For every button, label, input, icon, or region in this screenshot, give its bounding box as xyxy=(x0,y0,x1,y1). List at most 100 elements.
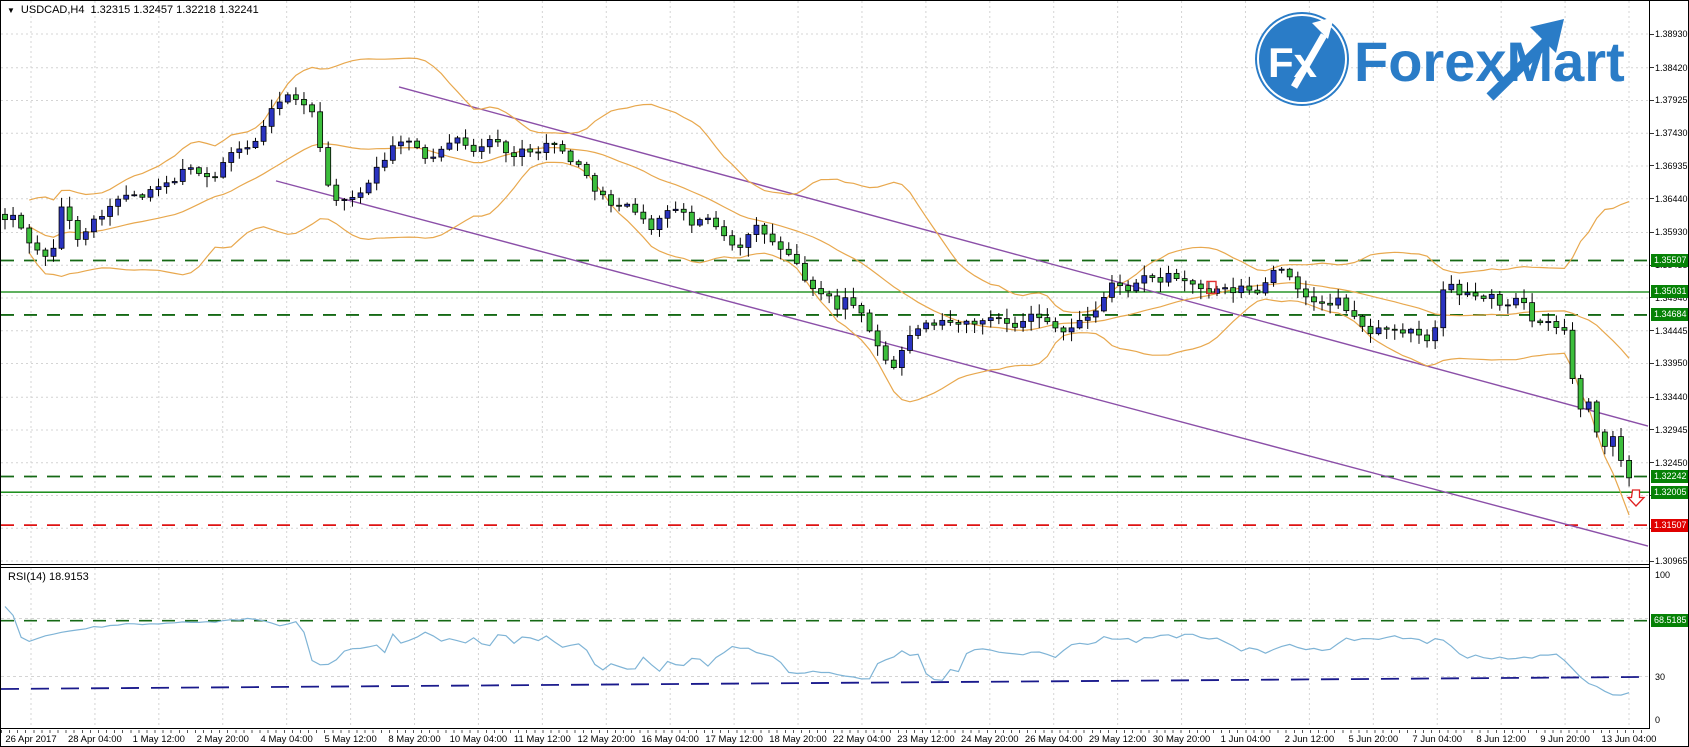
candle xyxy=(1448,283,1455,291)
candle xyxy=(1399,329,1406,334)
candle xyxy=(244,147,251,150)
candle xyxy=(1504,304,1511,307)
candle xyxy=(898,350,905,368)
candle xyxy=(82,231,89,240)
date-tick-label: 28 Apr 04:00 xyxy=(67,734,122,745)
candle xyxy=(769,233,776,243)
candlesticks xyxy=(2,87,1632,487)
level-price-label: 1.31507 xyxy=(1651,518,1688,532)
candle xyxy=(834,295,841,310)
candle xyxy=(858,304,865,314)
candle xyxy=(18,214,25,229)
candle xyxy=(131,194,138,197)
candle xyxy=(1197,283,1204,290)
candle xyxy=(874,330,881,347)
candle xyxy=(1424,334,1430,342)
candle xyxy=(1311,296,1317,303)
candle xyxy=(591,175,598,192)
candle xyxy=(341,199,348,201)
price-tick-mark xyxy=(1650,330,1654,332)
rsi-trendline[interactable] xyxy=(1,676,1649,690)
candle xyxy=(1004,318,1010,324)
candle xyxy=(648,218,655,231)
candle xyxy=(309,104,315,113)
date-tick-label: 11 May 12:00 xyxy=(513,734,571,745)
candle xyxy=(301,98,307,106)
candle xyxy=(963,320,970,325)
candle xyxy=(486,139,493,148)
candle xyxy=(123,194,130,200)
ohlc-readout: 1.32315 1.32457 1.32218 1.32241 xyxy=(90,4,259,16)
symbol-dropdown-icon[interactable]: ▼ xyxy=(7,5,15,15)
candle xyxy=(1044,317,1051,323)
price-tick-mark xyxy=(1650,132,1654,134)
red-box-marker[interactable] xyxy=(1206,280,1217,295)
candle xyxy=(179,168,186,182)
candle xyxy=(729,235,736,246)
candle xyxy=(1020,320,1026,328)
date-tick-label: 18 May 20:00 xyxy=(769,734,827,745)
candle xyxy=(559,144,566,152)
date-tick-label: 5 May 12:00 xyxy=(324,734,377,745)
price-scale[interactable]: 1.38930 1.38420 1.37925 1.37430 1.36935 1.364… xyxy=(1649,1,1688,729)
candle xyxy=(777,241,784,250)
candle xyxy=(1480,295,1487,299)
candle xyxy=(90,218,97,233)
candle xyxy=(785,248,792,255)
candle xyxy=(1618,436,1624,461)
candle xyxy=(632,203,639,213)
candle xyxy=(1125,285,1132,292)
candle xyxy=(58,206,65,249)
candle xyxy=(890,359,897,368)
price-tick-label: 1.38930 xyxy=(1655,29,1688,39)
chart-title-bar: ▼ USDCAD,H4 1.32315 1.32457 1.32218 1.32… xyxy=(7,4,259,16)
trendline-1 xyxy=(398,86,1649,427)
candle xyxy=(163,182,170,188)
candle xyxy=(99,216,105,220)
candle xyxy=(1100,296,1107,312)
candle xyxy=(1610,436,1616,447)
candle xyxy=(187,167,194,170)
candle xyxy=(1109,282,1115,298)
candle xyxy=(1068,327,1075,333)
main-grid xyxy=(1,1,1649,563)
candle xyxy=(527,148,534,153)
candle xyxy=(1537,320,1544,324)
date-tick-label: 26 May 04:00 xyxy=(1024,734,1083,745)
candle xyxy=(1464,292,1471,296)
symbol-period-label: USDCAD,H4 xyxy=(20,4,85,16)
rsi-grid xyxy=(1,568,1649,728)
date-tick-label: 13 Jun 04:00 xyxy=(1601,734,1657,745)
date-tick-label: 8 May 20:00 xyxy=(388,734,441,745)
candle xyxy=(1432,327,1439,342)
candle xyxy=(147,189,154,198)
candle xyxy=(155,186,162,190)
rsi-indicator-panel[interactable] xyxy=(1,567,1649,729)
price-tick-mark xyxy=(1650,362,1654,364)
price-chart-area[interactable] xyxy=(1,1,1649,565)
date-tick-label: 5 Jun 20:00 xyxy=(1348,734,1399,745)
candle xyxy=(1214,288,1220,294)
trendline-2 xyxy=(275,180,1649,547)
candle xyxy=(1222,287,1228,290)
time-scale[interactable]: 26 Apr 2017 28 Apr 04:00 1 May 12:00 2 May … xyxy=(1,730,1688,746)
candle xyxy=(567,150,574,163)
candle xyxy=(511,152,517,158)
candle xyxy=(422,147,429,159)
candle xyxy=(624,203,631,207)
sell-arrow-marker[interactable] xyxy=(1626,489,1646,507)
candle xyxy=(1601,431,1608,447)
candle xyxy=(292,94,299,100)
candle xyxy=(2,213,8,221)
candle xyxy=(1375,327,1382,335)
candle xyxy=(745,234,752,248)
horizontal-levels[interactable] xyxy=(1,259,1649,527)
rsi-level-label: 68.5185 xyxy=(1651,614,1688,628)
trend-channel[interactable] xyxy=(275,86,1649,547)
date-tick-label: 9 Jun 20:00 xyxy=(1540,734,1590,745)
candle xyxy=(753,224,760,235)
candle xyxy=(107,205,113,217)
price-tick-mark xyxy=(1650,429,1654,431)
candle xyxy=(325,147,332,186)
price-tick-mark xyxy=(1650,99,1654,101)
